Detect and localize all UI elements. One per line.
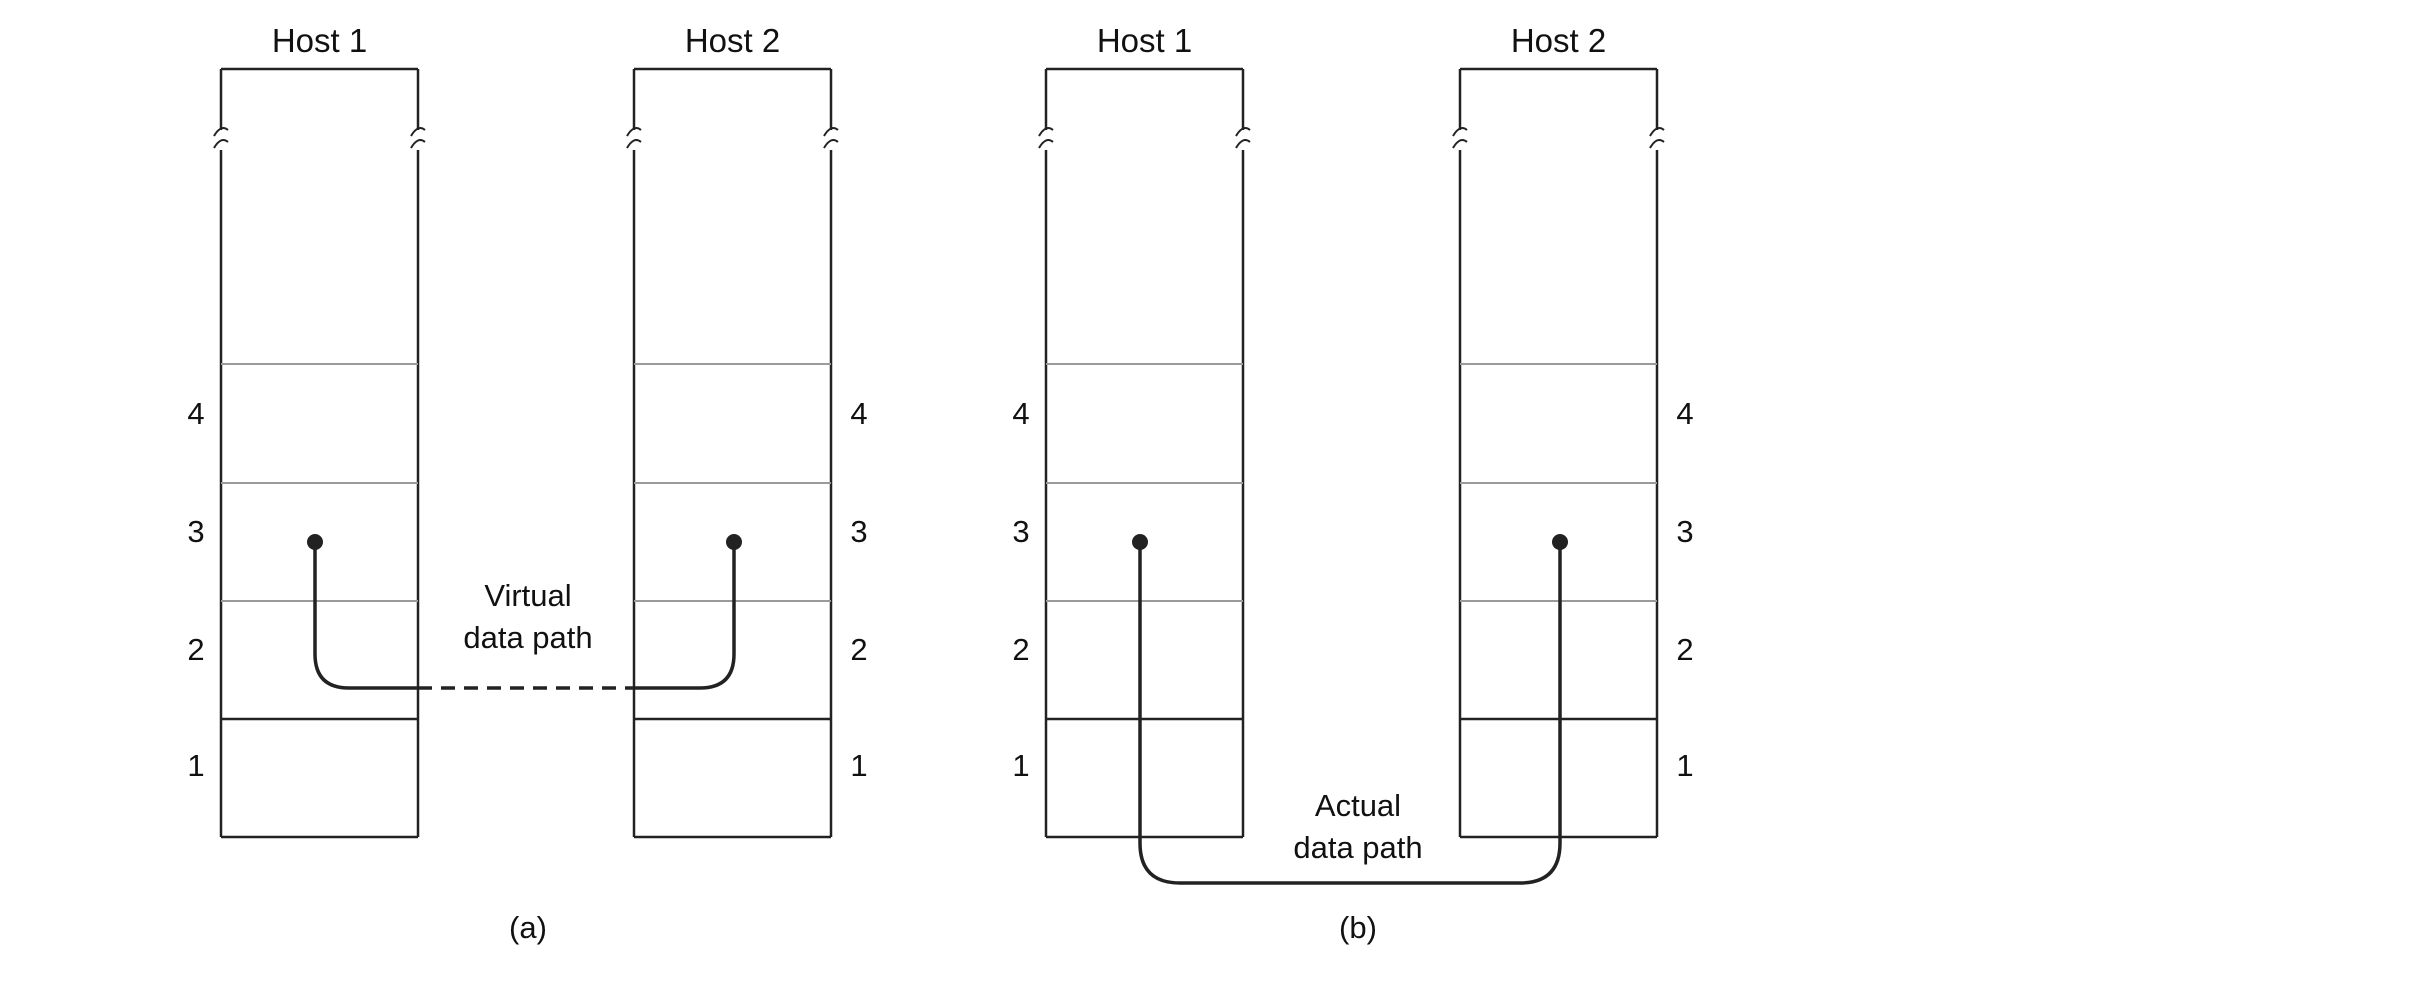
path-endpoint-dot xyxy=(307,534,323,550)
break-mark xyxy=(1453,128,1467,148)
break-mark xyxy=(1039,128,1053,148)
layer-number-2: 2 xyxy=(850,632,867,667)
break-mark xyxy=(627,128,641,148)
host-2-stack: Host 2 4 3 2 1 xyxy=(1453,22,1694,837)
path-label-line-2: data path xyxy=(1293,830,1422,865)
layer-number-1: 1 xyxy=(187,748,204,783)
path-label-line-1: Actual xyxy=(1315,788,1401,823)
layer-number-2: 2 xyxy=(1012,632,1029,667)
host-title: Host 1 xyxy=(272,22,367,59)
path-endpoint-dot xyxy=(1132,534,1148,550)
layer-number-4: 4 xyxy=(1012,396,1029,431)
layer-number-1: 1 xyxy=(850,748,867,783)
layer-number-3: 3 xyxy=(1012,514,1029,549)
host-2-stack: Host 2 4 3 2 1 xyxy=(627,22,868,837)
layer-number-3: 3 xyxy=(187,514,204,549)
layer-number-4: 4 xyxy=(850,396,867,431)
layer-number-4: 4 xyxy=(187,396,204,431)
break-mark xyxy=(411,128,425,148)
path-label-line-2: data path xyxy=(463,620,592,655)
path-endpoint-dot xyxy=(726,534,742,550)
layer-number-3: 3 xyxy=(850,514,867,549)
break-mark xyxy=(1650,128,1664,148)
host-title: Host 2 xyxy=(1511,22,1606,59)
panel-b: Host 1 4 3 2 1 Host 2 4 3 2 1 Actual data path (b) xyxy=(1012,22,1693,945)
break-mark xyxy=(824,128,838,148)
layer-number-3: 3 xyxy=(1676,514,1693,549)
panel-caption: (b) xyxy=(1339,910,1377,945)
layer-number-2: 2 xyxy=(1676,632,1693,667)
layer-number-4: 4 xyxy=(1676,396,1693,431)
path-label-line-1: Virtual xyxy=(484,578,571,613)
path-endpoint-dot xyxy=(1552,534,1568,550)
break-mark xyxy=(1236,128,1250,148)
host-1-stack: Host 1 4 3 2 1 xyxy=(1012,22,1250,837)
layer-number-1: 1 xyxy=(1012,748,1029,783)
layer-number-1: 1 xyxy=(1676,748,1693,783)
layer-number-2: 2 xyxy=(187,632,204,667)
panel-caption: (a) xyxy=(509,910,547,945)
host-1-stack: Host 1 4 3 2 1 xyxy=(187,22,425,837)
virtual-path-right-solid xyxy=(634,542,734,688)
break-mark xyxy=(214,128,228,148)
host-title: Host 1 xyxy=(1097,22,1192,59)
host-title: Host 2 xyxy=(685,22,780,59)
virtual-path-left-solid xyxy=(315,542,418,688)
panel-a: Host 1 4 3 2 1 Host 2 4 3 2 1 Virtual data path (a) xyxy=(187,22,867,945)
